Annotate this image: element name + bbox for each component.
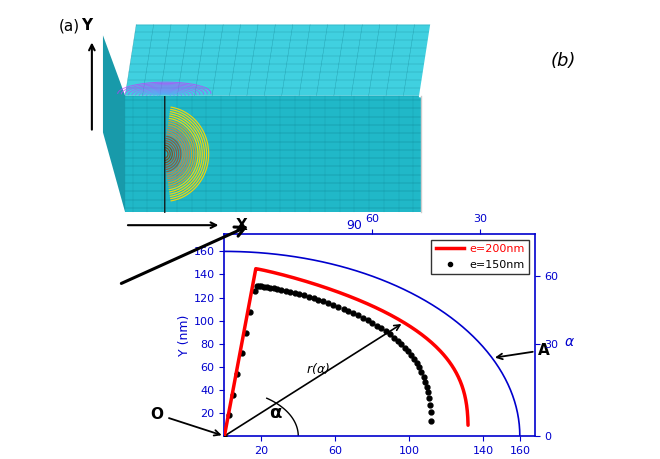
e=150nm: [252, 283, 260, 289]
e=150nm: [427, 421, 435, 427]
e=200nm: [290, 275, 298, 281]
Text: $\mathbf{\alpha}$: $\mathbf{\alpha}$: [269, 404, 283, 422]
Text: X: X: [236, 218, 248, 233]
e=150nm: [427, 419, 435, 424]
Legend: e=200nm, e=150nm: e=200nm, e=150nm: [432, 240, 529, 274]
e=150nm: [259, 284, 267, 290]
Text: O: O: [150, 407, 220, 436]
Line: e=200nm: e=200nm: [224, 269, 468, 436]
e=150nm: [412, 359, 420, 365]
e=200nm: [464, 420, 472, 425]
e=200nm: [464, 422, 472, 428]
e=150nm: [294, 291, 302, 297]
Polygon shape: [103, 35, 125, 212]
Polygon shape: [125, 96, 421, 212]
Text: (b): (b): [551, 52, 576, 70]
Text: A: A: [497, 342, 550, 359]
Text: (a): (a): [59, 18, 80, 33]
e=200nm: [438, 349, 446, 355]
e=200nm: [460, 391, 468, 396]
Polygon shape: [125, 24, 432, 96]
Y-axis label: Y (nm): Y (nm): [178, 314, 191, 356]
Text: 90: 90: [346, 218, 362, 232]
e=200nm: [252, 266, 260, 271]
e=150nm: [220, 433, 228, 439]
Line: e=150nm: e=150nm: [224, 286, 431, 436]
e=150nm: [409, 354, 416, 360]
Y-axis label: $\alpha$: $\alpha$: [564, 335, 575, 349]
Text: Y: Y: [81, 18, 92, 33]
e=150nm: [424, 391, 432, 397]
Text: r($\alpha$): r($\alpha$): [306, 362, 329, 376]
e=200nm: [220, 433, 228, 439]
e=200nm: [442, 355, 450, 361]
e=200nm: [257, 267, 265, 272]
